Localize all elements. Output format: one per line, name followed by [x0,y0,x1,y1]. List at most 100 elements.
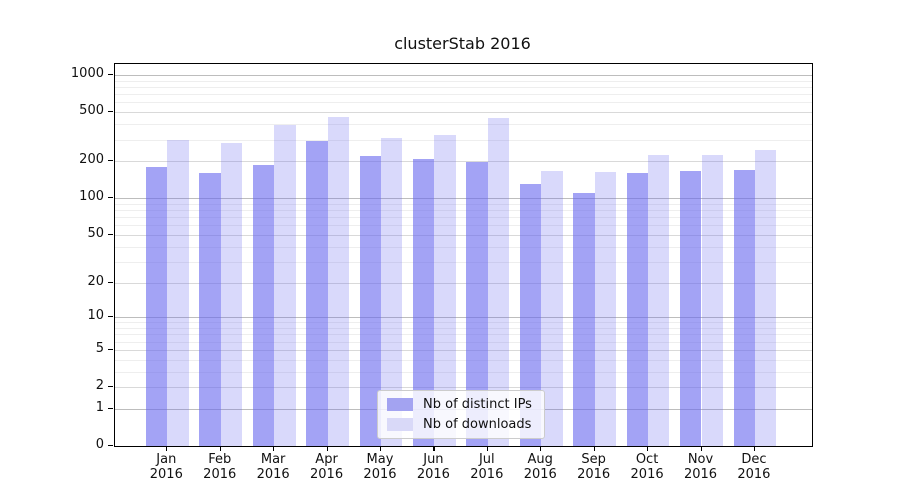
x-tick-year: 2016 [363,467,397,482]
x-tick-month: Oct [635,452,659,467]
bar-sep-ips [573,192,595,446]
x-tick-label: Mar 2016 [241,452,305,482]
bar-may-ips [359,156,381,446]
x-tick-month: May [366,452,394,467]
x-tick-month: Nov [687,452,714,467]
y-tick [108,407,113,409]
gridline [115,334,812,336]
bar-nov-ips [680,171,702,446]
x-tick [486,446,488,451]
gridline [115,124,812,126]
y-tick [108,316,113,318]
y-tick-label: 5 [95,340,104,356]
legend-item-downloads: Nb of downloads [387,417,535,432]
x-tick-label: Aug 2016 [508,452,572,482]
x-tick-year: 2016 [310,467,344,482]
y-tick-label: 1000 [70,66,104,81]
x-tick-month: Mar [260,452,286,467]
bar-sep-downloads [594,171,617,446]
x-tick [753,446,756,451]
x-tick [273,446,275,451]
bar-mar-downloads [274,124,296,446]
x-tick-year: 2016 [416,467,450,482]
legend-item-distinct-ips: Nb of distinct IPs [387,397,535,412]
bar-jun-ips [413,158,435,446]
gridline [115,349,812,351]
gridline [115,217,812,219]
gridline [115,112,812,114]
y-tick [108,386,113,388]
gridline [115,282,812,284]
y-tick-label: 200 [79,152,104,168]
bar-apr-downloads [327,117,349,446]
x-tick-label: Nov 2016 [669,452,733,482]
x-tick-year: 2016 [203,467,237,482]
legend-label: Nb of distinct IPs [423,397,532,412]
x-tick [166,446,168,451]
gridline [115,94,812,96]
gridline [115,234,812,236]
gridline [115,203,812,205]
y-tick [108,281,113,283]
y-tick-label: 100 [79,189,104,205]
x-tick-year: 2016 [523,467,557,482]
bar-oct-ips [626,173,649,446]
x-tick-year: 2016 [737,467,771,482]
x-tick-label: Apr 2016 [295,452,359,482]
y-tick-label: 500 [79,103,104,119]
x-tick-label: Jun 2016 [401,452,465,482]
gridline [115,387,812,388]
x-tick [219,446,221,451]
legend: Nb of distinct IPs Nb of downloads [377,390,545,439]
y-tick [108,111,113,113]
y-tick [108,160,113,162]
x-tick-label: May 2016 [348,452,412,482]
x-tick-year: 2016 [256,467,290,482]
bar-jun-downloads [434,135,456,446]
y-tick [108,74,113,76]
gridline [115,341,812,343]
x-tick [700,446,702,451]
x-tick [379,446,382,451]
y-tick [108,197,113,199]
x-tick-month: Jul [478,452,495,467]
x-tick-label: Feb 2016 [188,452,252,482]
gridline [115,371,812,373]
legend-swatch-distinct-ips [387,398,413,411]
gridline [115,80,812,82]
gridline [115,246,812,248]
gridline [115,322,812,324]
y-tick [108,445,113,447]
gridline [115,161,812,163]
bar-aug-ips [519,183,542,446]
x-tick-label: Jan 2016 [134,452,198,482]
y-tick-label: 10 [87,308,104,324]
y-tick [108,233,113,236]
x-tick-label: Dec 2016 [722,452,786,482]
x-tick-month: Aug [527,452,553,467]
x-tick-year: 2016 [683,467,718,482]
x-tick-month: Sep [581,452,606,467]
x-tick-label: Jul 2016 [455,452,519,482]
bar-jan-ips [145,167,168,446]
x-tick-month: Feb [208,452,232,467]
x-tick-month: Apr [315,452,338,467]
bar-jul-ips [466,161,488,446]
bar-apr-ips [306,141,328,446]
x-tick-year: 2016 [577,467,611,482]
y-tick [108,348,113,350]
legend-label: Nb of downloads [423,417,532,432]
x-tick [326,446,328,451]
bar-feb-downloads [220,143,243,446]
bar-oct-downloads [648,154,670,446]
y-tick-label: 50 [87,225,104,241]
gridline [115,261,812,263]
gridline [115,75,812,76]
gridline [115,139,812,141]
y-tick-label: 1 [95,399,104,415]
x-tick-month: Jun [423,452,444,467]
bar-jan-downloads [167,140,189,446]
bar-dec-downloads [754,149,777,446]
gridline [115,210,812,212]
